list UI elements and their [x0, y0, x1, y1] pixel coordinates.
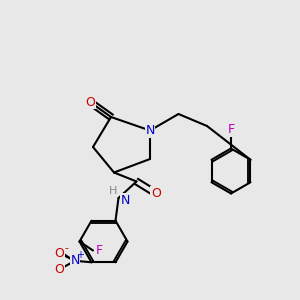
- Text: O: O: [55, 247, 64, 260]
- Text: N: N: [121, 194, 130, 207]
- Text: O: O: [55, 263, 64, 276]
- Text: +: +: [76, 250, 84, 260]
- Text: O: O: [85, 95, 95, 109]
- Text: O: O: [151, 187, 161, 200]
- Text: N: N: [145, 124, 155, 137]
- Text: F: F: [227, 123, 235, 136]
- Text: F: F: [96, 244, 103, 257]
- Text: H: H: [109, 187, 117, 196]
- Text: N: N: [70, 254, 80, 267]
- Text: -: -: [65, 243, 69, 253]
